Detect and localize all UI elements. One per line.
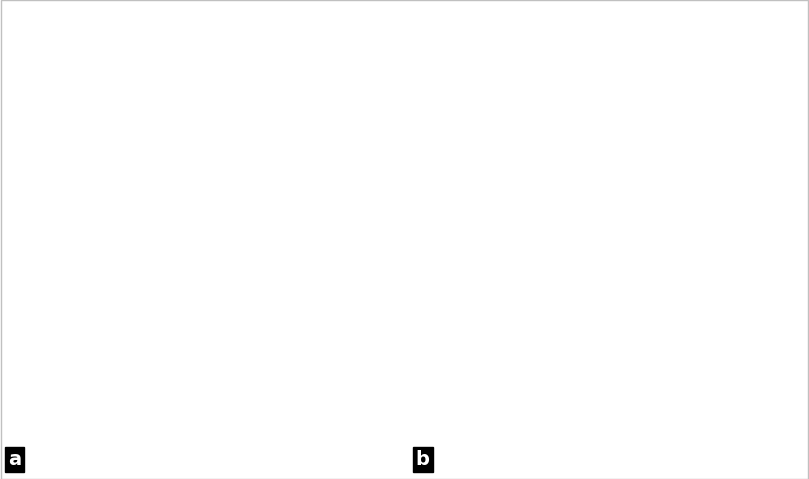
Text: a: a <box>8 450 21 468</box>
Text: b: b <box>416 450 430 468</box>
